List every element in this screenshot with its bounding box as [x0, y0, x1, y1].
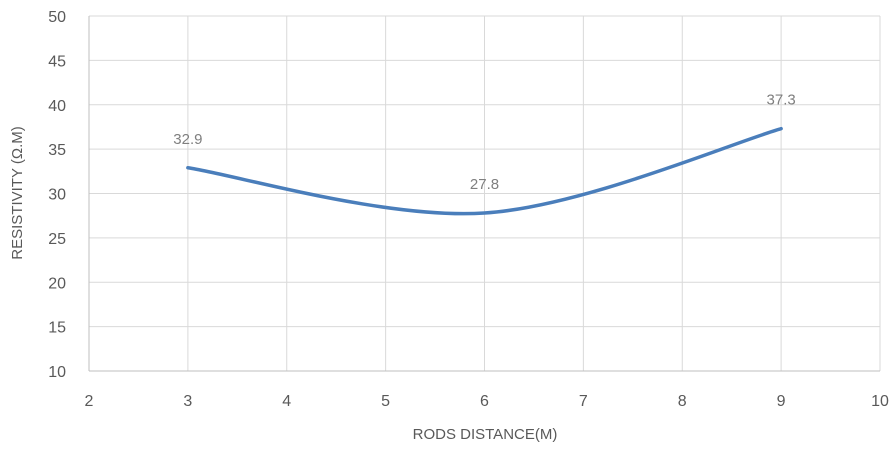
- series-group: [186, 126, 783, 216]
- data-label: 37.3: [767, 92, 796, 109]
- y-tick-label: 35: [48, 142, 66, 159]
- x-tick-label: 8: [678, 393, 687, 410]
- x-tick-label: 10: [871, 393, 889, 410]
- x-tick-label: 6: [480, 393, 489, 410]
- y-tick-label: 10: [48, 364, 66, 381]
- y-tick-label: 20: [48, 275, 66, 292]
- data-label: 32.9: [173, 131, 202, 148]
- data-labels: 32.9 27.8 37.3: [173, 92, 795, 193]
- y-tick-label: 45: [48, 53, 66, 70]
- y-tick-label: 25: [48, 231, 66, 248]
- x-tick-label: 5: [381, 393, 390, 410]
- y-tick-label: 50: [48, 9, 66, 26]
- x-tick-label: 7: [579, 393, 588, 410]
- data-point: [483, 211, 487, 215]
- axes: [88, 16, 880, 372]
- data-point: [779, 127, 783, 131]
- data-label: 27.8: [470, 176, 499, 193]
- y-tick-label: 15: [48, 320, 66, 337]
- data-point: [186, 166, 190, 170]
- x-tick-label: 4: [282, 393, 291, 410]
- y-axis-title: RESISTIVITY (Ω.M): [9, 126, 26, 259]
- gridlines: [89, 15, 881, 371]
- series-line: [186, 126, 783, 216]
- x-axis-title: RODS DISTANCE(M): [413, 426, 558, 443]
- x-tick-label: 3: [183, 393, 192, 410]
- y-tick-label: 30: [48, 187, 66, 204]
- y-tick-label: 40: [48, 98, 66, 115]
- x-tick-label: 9: [777, 393, 786, 410]
- x-tick-label: 2: [85, 393, 94, 410]
